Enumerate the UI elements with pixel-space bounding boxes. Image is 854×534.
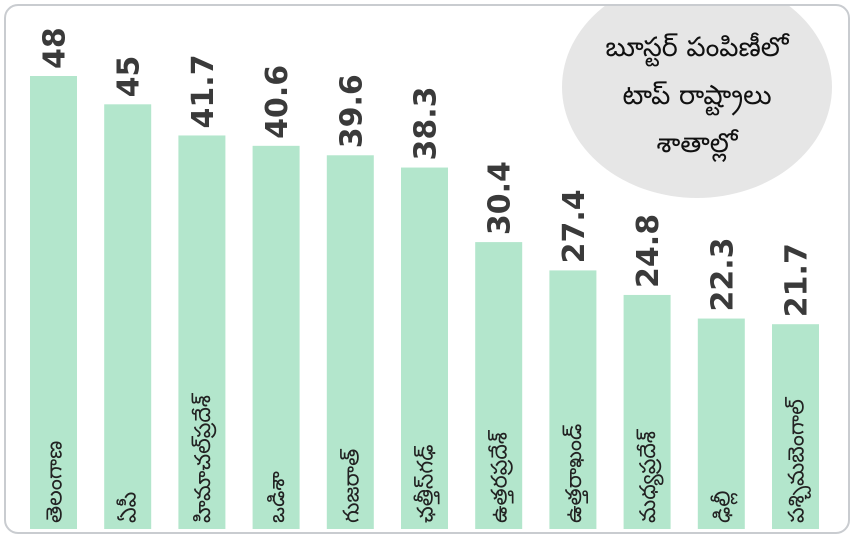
value-label-7: 30.4 bbox=[483, 161, 518, 235]
bar-2 bbox=[104, 104, 152, 529]
category-label-9: మధ్యప్రదేశ్ bbox=[636, 428, 664, 523]
value-label-6: 38.3 bbox=[409, 87, 444, 161]
category-label-11: పశ్చిమబెంగాల్ bbox=[785, 397, 812, 523]
bar-1 bbox=[30, 76, 77, 529]
bar-3 bbox=[178, 135, 226, 530]
value-label-10: 22.3 bbox=[705, 238, 740, 312]
bar-10 bbox=[697, 318, 745, 529]
category-label-3: హిమాచల్‌ప్రదేశ్ bbox=[191, 392, 217, 523]
bar-5 bbox=[326, 155, 374, 529]
category-label-8: ఉత్తరాఖండ్ bbox=[562, 424, 588, 523]
title-bubble bbox=[562, 6, 832, 198]
value-label-5: 39.6 bbox=[334, 74, 369, 148]
category-label-4: ఒడిశా bbox=[265, 471, 290, 523]
value-label-1: 48 bbox=[38, 27, 73, 69]
category-label-10: ఢిల్లీ bbox=[710, 491, 738, 523]
category-label-6: ఛత్తీస్‌గఢ్ bbox=[414, 445, 440, 523]
value-label-3: 41.7 bbox=[186, 54, 221, 128]
value-label-2: 45 bbox=[112, 56, 147, 98]
category-label-7: ఉత్తరప్రదేశ్ bbox=[488, 429, 514, 523]
value-label-11: 21.7 bbox=[780, 243, 815, 317]
bar-8 bbox=[549, 270, 597, 529]
bar-9 bbox=[623, 294, 671, 529]
chart-title-line-3: శాతాల్లో bbox=[656, 128, 738, 159]
bar-6 bbox=[401, 167, 448, 529]
bar-4 bbox=[252, 145, 300, 529]
value-label-9: 24.8 bbox=[631, 214, 666, 288]
bar-11 bbox=[772, 324, 819, 529]
category-label-5: గుజరాత్ bbox=[339, 449, 364, 523]
category-label-1: తెలంగాణ bbox=[43, 441, 68, 523]
chart-title-line-2: టాప్ రాష్ట్రాలు bbox=[622, 80, 772, 111]
bar-7 bbox=[475, 242, 523, 529]
value-label-8: 27.4 bbox=[557, 189, 592, 263]
chart-title-line-1: బూస్టర్ పంపిణీలో bbox=[605, 32, 789, 63]
category-label-2: ఏపీ bbox=[116, 492, 142, 523]
value-label-4: 40.6 bbox=[260, 65, 295, 139]
